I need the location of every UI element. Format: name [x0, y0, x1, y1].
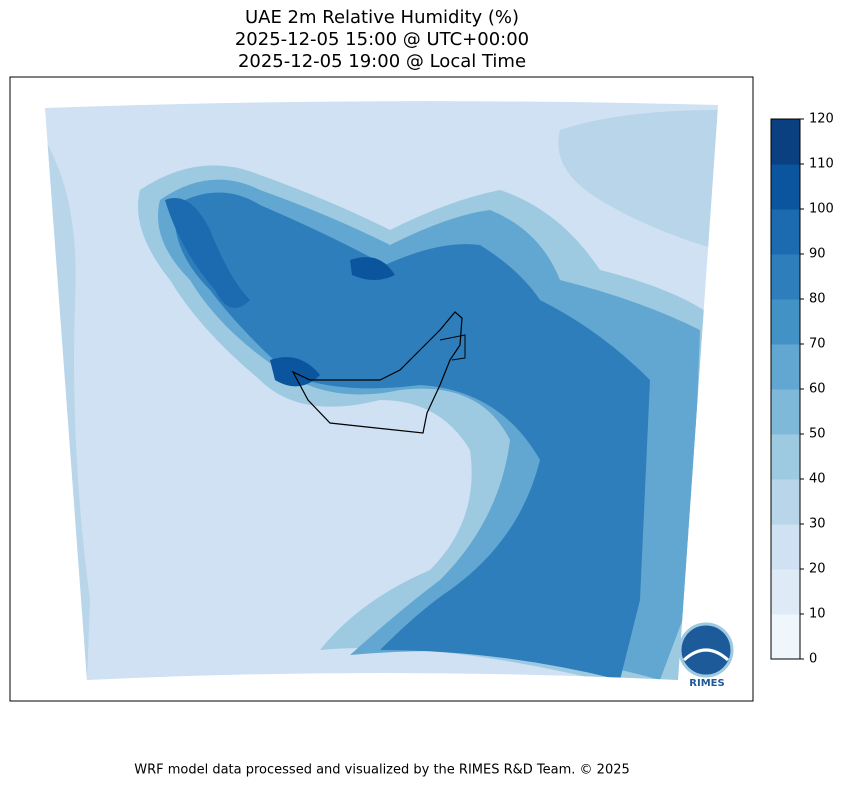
- border: [439, 334, 466, 361]
- colorbar-segment: [771, 389, 800, 435]
- colorbar-segment: [771, 209, 800, 255]
- colorbar-segment: [771, 479, 800, 525]
- tick-label: 40: [809, 472, 826, 487]
- colorbar-segment: [771, 524, 800, 570]
- contour: [350, 257, 395, 280]
- border: [291, 311, 463, 434]
- colorbar-segment: [771, 344, 800, 390]
- contour: [174, 192, 650, 680]
- colorbar-segment: [771, 614, 800, 660]
- tick-label: 90: [809, 247, 826, 262]
- tick-label: 100: [809, 202, 834, 217]
- frame: [9, 76, 754, 702]
- colorbar-segment: [771, 164, 800, 210]
- contour: [165, 198, 250, 308]
- contour: [558, 110, 718, 250]
- colorbar-segment: [771, 254, 800, 300]
- tick-label: 80: [809, 292, 826, 307]
- title-line: UAE 2m Relative Humidity (%): [245, 7, 519, 28]
- colorbar-segment: [771, 434, 800, 480]
- tick-label: 70: [809, 337, 826, 352]
- tick-label: 110: [809, 157, 834, 172]
- colorbar-segment: [771, 299, 800, 345]
- tick-label: 10: [809, 607, 826, 622]
- tick-label: 60: [809, 382, 826, 397]
- logo-wave: [682, 648, 730, 662]
- tick-label: 120: [809, 112, 834, 127]
- map: RIMES: [9, 76, 754, 702]
- colorbar: 0 10 20 30 40 50 60 70 80 90 100 110 120: [770, 112, 834, 667]
- footer: WRF model data processed and visualized …: [134, 763, 630, 778]
- logo-text: RIMES: [689, 678, 724, 689]
- tick-label: 50: [809, 427, 826, 442]
- title-line: 2025-12-05 19:00 @ Local Time: [238, 51, 526, 72]
- colorbar-segment: [771, 569, 800, 615]
- colorbar-segment: [771, 119, 800, 165]
- title-line: 2025-12-05 15:00 @ UTC+00:00: [235, 29, 529, 50]
- logo: RIMES: [678, 622, 734, 689]
- tick-label: 20: [809, 562, 826, 577]
- tick-label: 30: [809, 517, 826, 532]
- tick-label: 0: [809, 652, 817, 667]
